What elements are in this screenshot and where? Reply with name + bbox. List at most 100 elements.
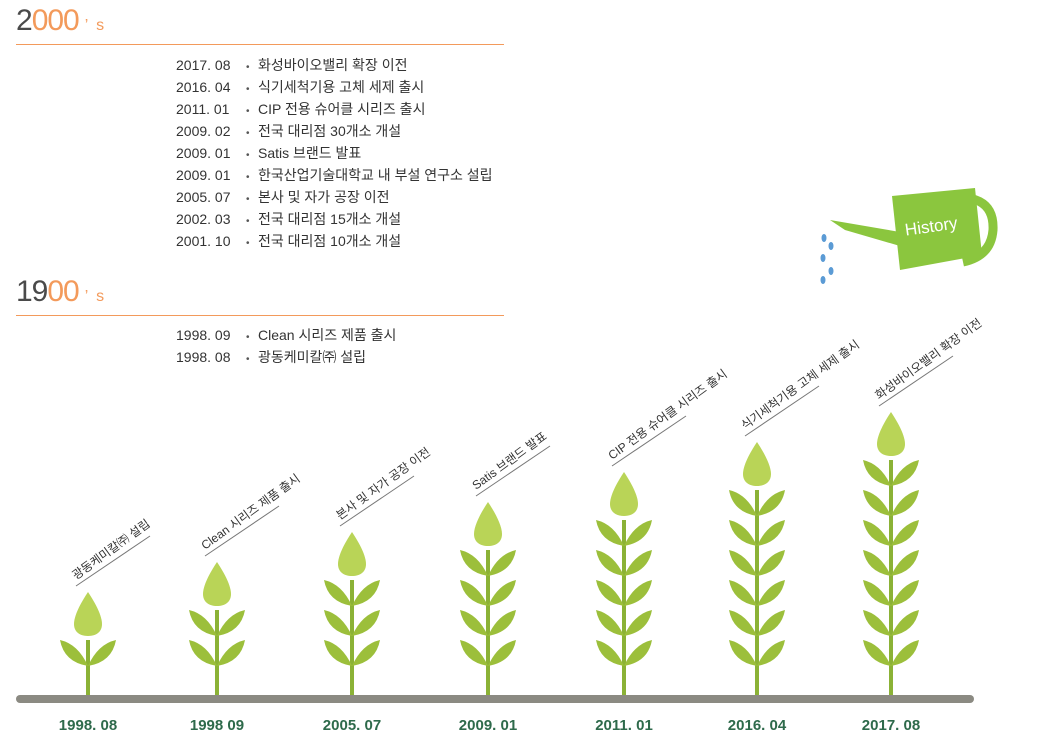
event-date: 2009. 02 (176, 123, 231, 139)
leaf (488, 610, 516, 636)
event-item: 1998. 08 • 광동케미칼㈜ 설립 (176, 346, 396, 368)
leaf (729, 610, 757, 636)
plant: 광동케미칼㈜ 설립 (60, 517, 153, 696)
label-leader-line (611, 415, 687, 467)
event-text: Satis 브랜드 발표 (258, 145, 362, 161)
leaf (729, 490, 757, 516)
leaf (891, 640, 919, 666)
label-leader-line (744, 385, 820, 437)
leaf (596, 580, 624, 606)
plant-label: 식기세척기용 고체 세제 출시 (739, 337, 863, 432)
event-item: 2001. 10 • 전국 대리점 10개소 개설 (176, 230, 493, 252)
event-item: 2002. 03 • 전국 대리점 15개소 개설 (176, 208, 493, 230)
ground-line (16, 695, 974, 703)
timeline-year-label: 2005. 07 (322, 717, 382, 734)
bullet-icon: • (246, 84, 250, 95)
event-item: 1998. 09 • Clean 시리즈 제품 출시 (176, 324, 396, 346)
bullet-icon: • (246, 194, 250, 205)
leaf (324, 640, 352, 666)
leaf (891, 610, 919, 636)
leaf (217, 640, 245, 666)
leaf (60, 640, 88, 666)
plant: Satis 브랜드 발표 (460, 429, 551, 696)
bullet-icon: • (246, 62, 250, 73)
leaf (596, 640, 624, 666)
leaf (189, 610, 217, 636)
decade-2000s-divider (16, 44, 504, 45)
plants-layer: 광동케미칼㈜ 설립 Clean 시리즈 제품 출시 본사 및 자가 공장 이전 Sat… (60, 316, 984, 696)
leaf (729, 550, 757, 576)
leaf (624, 610, 652, 636)
bullet-icon: • (246, 128, 250, 139)
bullet-icon: • (246, 216, 250, 227)
label-leader-line (204, 505, 280, 557)
leaf (88, 640, 116, 666)
leaf (596, 610, 624, 636)
decade-1900s-divider (16, 315, 504, 316)
leaf (729, 520, 757, 546)
leaf (460, 580, 488, 606)
event-item: 2016. 04 • 식기세척기용 고체 세제 출시 (176, 76, 493, 98)
leaf (757, 580, 785, 606)
leaf (189, 640, 217, 666)
decade-2000s-header: 2000’ s (16, 6, 504, 45)
timeline-year-label: 1998 09 (189, 717, 245, 734)
event-date: 2016. 04 (176, 79, 231, 95)
bud (74, 592, 102, 636)
leaf (596, 520, 624, 546)
bullet-icon: • (246, 238, 250, 249)
leaf (863, 580, 891, 606)
leaf (460, 550, 488, 576)
leaf (863, 520, 891, 546)
leaf (624, 580, 652, 606)
leaf (863, 640, 891, 666)
leaf (624, 520, 652, 546)
event-item: 2009. 01 • Satis 브랜드 발표 (176, 142, 493, 164)
leaf (352, 640, 380, 666)
bud (877, 412, 905, 456)
timeline-year-label: 2017. 08 (861, 717, 921, 734)
leaf (324, 580, 352, 606)
event-date: 1998. 09 (176, 327, 231, 343)
leaf (891, 580, 919, 606)
event-text: 전국 대리점 30개소 개설 (258, 123, 402, 139)
events-1900s-list: 1998. 09 • Clean 시리즈 제품 출시 1998. 08 • 광동케미칼㈜ … (176, 324, 396, 368)
timeline-year-label: 2016. 04 (727, 717, 787, 734)
plant-label: 화성바이오밸리 확장 이전 (873, 316, 985, 403)
leaf (863, 460, 891, 486)
label-leader-line (878, 355, 954, 407)
event-date: 2001. 10 (176, 233, 231, 249)
bullet-icon: • (246, 172, 250, 183)
bud (338, 532, 366, 576)
bud (203, 562, 231, 606)
event-item: 2017. 08 • 화성바이오밸리 확장 이전 (176, 54, 493, 76)
event-text: 광동케미칼㈜ 설립 (258, 349, 367, 365)
leaf (460, 610, 488, 636)
event-text: 전국 대리점 15개소 개설 (258, 211, 402, 227)
plant-label: 광동케미칼㈜ 설립 (70, 517, 153, 583)
leaf (352, 610, 380, 636)
leaf (757, 520, 785, 546)
decade-1900s-header: 1900’ s (16, 277, 504, 316)
leaf (863, 490, 891, 516)
water-drop (820, 276, 826, 284)
water-drop (821, 234, 827, 242)
event-text: CIP 전용 슈어클 시리즈 출시 (258, 101, 426, 117)
leaf (891, 550, 919, 576)
event-item: 2005. 07 • 본사 및 자가 공장 이전 (176, 186, 493, 208)
event-item: 2009. 01 • 한국산업기술대학교 내 부설 연구소 설립 (176, 164, 493, 186)
plant: 식기세척기용 고체 세제 출시 (729, 337, 862, 696)
plant: Clean 시리즈 제품 출시 (189, 471, 303, 696)
leaf (624, 640, 652, 666)
label-leader-line (339, 475, 415, 527)
event-date: 2009. 01 (176, 145, 231, 161)
event-text: 본사 및 자가 공장 이전 (258, 189, 390, 205)
leaf (488, 550, 516, 576)
plant-label: Satis 브랜드 발표 (470, 429, 550, 492)
watering-can-spout (830, 220, 900, 246)
leaf (352, 580, 380, 606)
bud (610, 472, 638, 516)
events-2000s-list: 2017. 08 • 화성바이오밸리 확장 이전 2016. 04 • 식기세척기용 고체… (176, 54, 493, 252)
decade-2000s-title: 2000’ s (16, 4, 107, 37)
